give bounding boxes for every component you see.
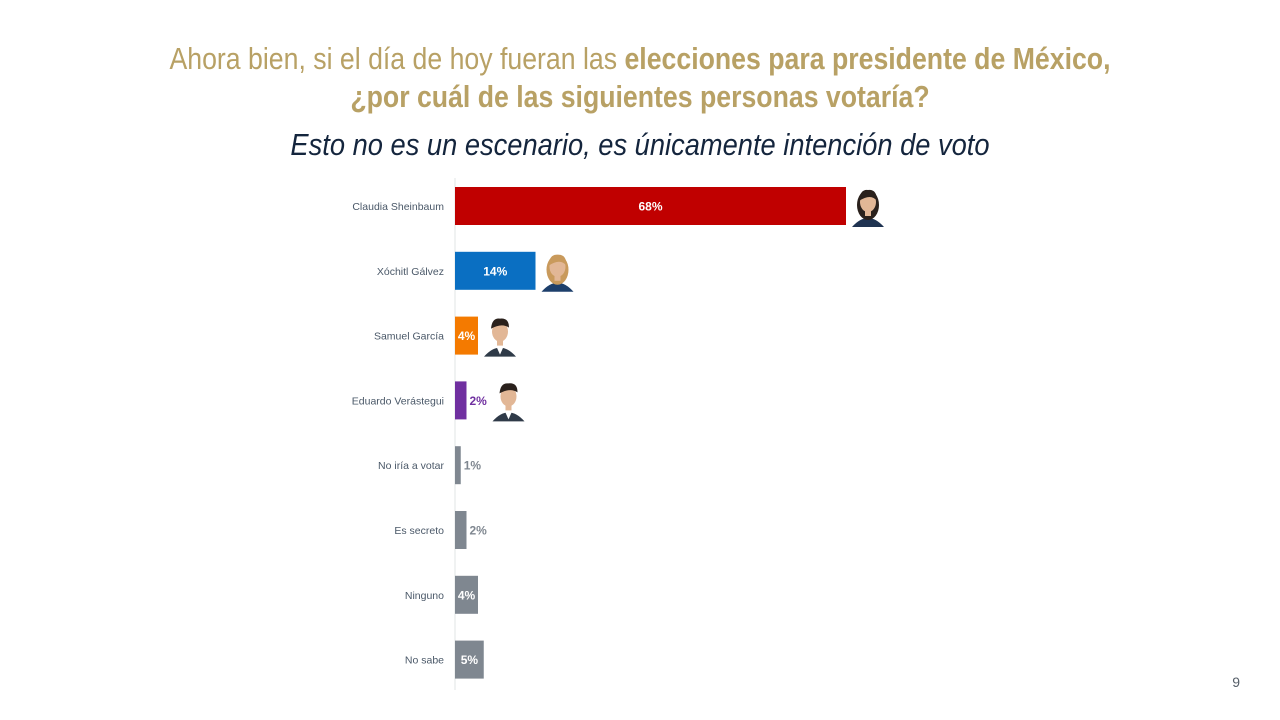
- chart-title: Ahora bien, si el día de hoy fueran las …: [90, 40, 1191, 116]
- value-label-1: 14%: [483, 264, 507, 278]
- category-label-2: Samuel García: [374, 331, 444, 343]
- bar-2: [455, 316, 478, 355]
- bar-4: [455, 446, 461, 485]
- value-label-6: 4%: [458, 588, 476, 602]
- value-label-4: 1%: [464, 459, 482, 473]
- candidate-photo-1: [541, 254, 574, 292]
- bar-6: [455, 575, 478, 614]
- page-number: 9: [1232, 674, 1240, 690]
- category-label-5: Es secreto: [394, 525, 444, 537]
- title-bold-2: ¿por cuál de las siguientes personas vot…: [350, 79, 930, 114]
- chart-subtitle: Esto no es un escenario, es únicamente i…: [290, 127, 990, 162]
- candidate-photo-0: [852, 189, 884, 227]
- value-label-0: 68%: [638, 200, 662, 214]
- bar-7: [455, 640, 484, 679]
- bar-3: [455, 381, 467, 420]
- category-label-7: No sabe: [405, 655, 444, 667]
- title-plain: Ahora bien, si el día de hoy fueran las: [169, 41, 625, 76]
- category-label-0: Claudia Sheinbaum: [352, 201, 444, 213]
- bar-1: [455, 251, 536, 290]
- category-label-6: Ninguno: [405, 590, 444, 602]
- category-label-3: Eduardo Verástegui: [352, 395, 444, 407]
- value-label-2: 4%: [458, 329, 476, 343]
- bar-0: [455, 187, 846, 225]
- value-label-5: 2%: [470, 524, 488, 538]
- value-label-3: 2%: [470, 394, 488, 408]
- candidate-photo-3: [492, 383, 525, 422]
- candidate-photo-2: [484, 318, 516, 357]
- category-label-4: No iría a votar: [378, 460, 444, 472]
- title-bold-1: elecciones para presidente de México,: [624, 41, 1111, 76]
- bar-5: [455, 511, 467, 549]
- value-label-7: 5%: [461, 653, 479, 667]
- category-label-1: Xóchitl Gálvez: [377, 266, 444, 278]
